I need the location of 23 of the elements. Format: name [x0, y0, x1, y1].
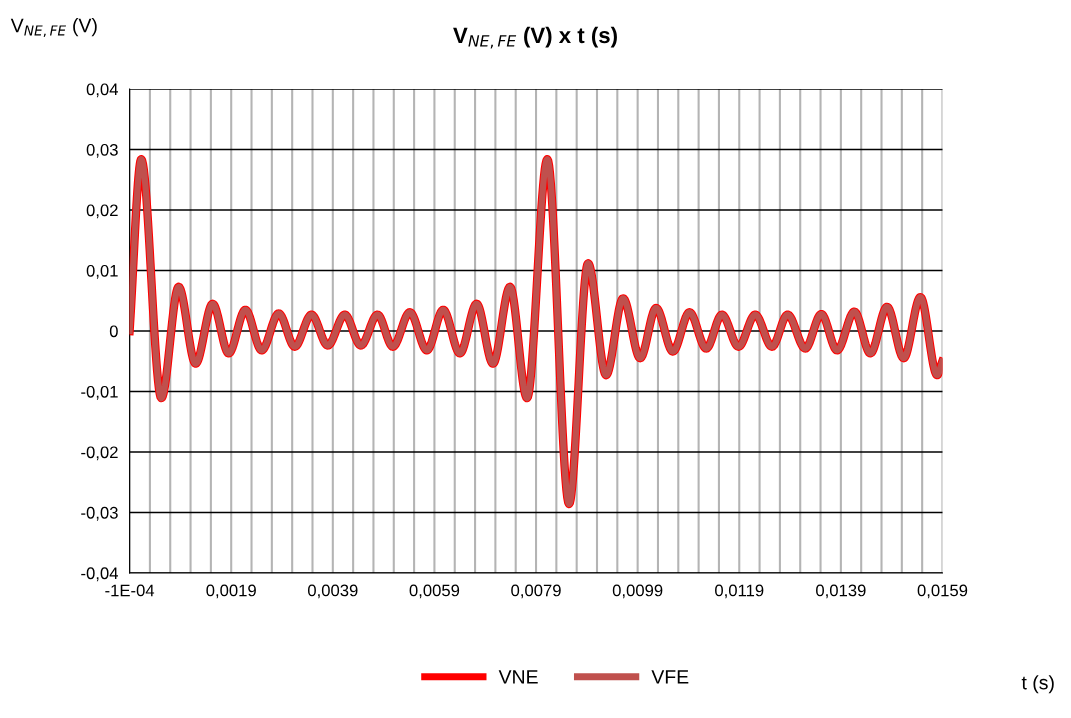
x-tick-label: 0,0079	[511, 584, 561, 599]
y-tick-label: 0,02	[86, 204, 118, 219]
legend-label: VFE	[651, 670, 689, 684]
y-axis-title: V$_{NE,FE}$ (V)	[10, 18, 97, 37]
y-tick-label: 0,04	[86, 83, 118, 98]
y-tick-label: 0,01	[86, 264, 118, 279]
y-tick-label: 0	[109, 325, 118, 338]
y-tick-label: -0,03	[81, 506, 118, 521]
y-tick-label: -0,04	[81, 567, 118, 582]
x-tick-label: 0,0119	[715, 584, 764, 599]
x-tick-label: 0,0019	[206, 584, 256, 599]
x-tick-label: 0,0139	[816, 584, 866, 599]
x-tick-label: 0,0159	[917, 584, 968, 599]
x-tick-label: 0,0099	[612, 584, 663, 599]
x-tick-label: 0,0039	[307, 584, 358, 599]
legend-label: VNE	[498, 670, 538, 684]
y-tick-label: 0,03	[86, 143, 118, 158]
y-tick-label: -0,02	[81, 446, 118, 461]
x-tick-label: -1E-04	[105, 584, 155, 597]
x-tick-label: 0,0059	[409, 584, 460, 599]
y-tick-label: -0,01	[81, 385, 118, 400]
chart-title: V$_{NE,FE}$ (V) x t (s)	[453, 26, 617, 49]
x-axis-title: t (s)	[1021, 675, 1054, 694]
